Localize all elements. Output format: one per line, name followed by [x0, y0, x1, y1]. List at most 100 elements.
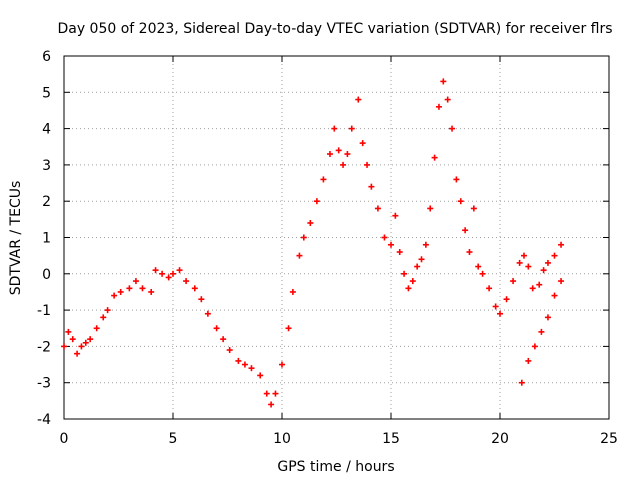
- data-point: [344, 151, 351, 158]
- data-point: [241, 361, 248, 368]
- data-point: [486, 285, 493, 292]
- data-point: [257, 372, 264, 379]
- data-point: [248, 365, 255, 372]
- data-point: [551, 252, 558, 259]
- y-axis-ticks: -4 -3 -2 -1 0 1 2 3 4 5 6: [37, 49, 609, 428]
- data-point: [503, 296, 510, 303]
- chart-title: Day 050 of 2023, Sidereal Day-to-day VTE…: [57, 21, 612, 37]
- data-point: [126, 285, 133, 292]
- y-tick-label: -1: [37, 303, 51, 319]
- data-point: [453, 176, 460, 183]
- x-axis-label: GPS time / hours: [277, 459, 394, 475]
- data-point: [538, 328, 545, 335]
- data-point: [176, 267, 183, 274]
- data-point: [183, 278, 190, 285]
- x-tick-label: 15: [382, 431, 400, 447]
- data-point: [409, 278, 416, 285]
- data-point: [148, 288, 155, 295]
- data-point: [268, 401, 275, 408]
- data-point: [364, 161, 371, 168]
- data-point: [61, 343, 67, 350]
- data-point: [335, 147, 342, 154]
- data-point: [440, 78, 447, 85]
- data-point: [457, 198, 464, 205]
- data-point: [82, 339, 89, 346]
- data-point: [558, 278, 565, 285]
- data-point: [449, 125, 456, 132]
- data-point: [392, 212, 399, 219]
- data-point: [544, 314, 551, 321]
- data-point: [368, 183, 375, 190]
- data-point: [516, 259, 523, 266]
- data-point: [525, 357, 532, 364]
- y-tick-label: 6: [42, 49, 51, 65]
- data-point: [78, 343, 85, 350]
- data-point: [414, 263, 421, 270]
- data-point: [475, 263, 482, 270]
- data-point: [518, 379, 525, 386]
- x-axis-ticks: 0 5 10 15 20 25: [60, 56, 618, 447]
- y-tick-label: 3: [42, 158, 51, 174]
- data-point: [462, 227, 469, 234]
- data-point: [381, 234, 388, 241]
- data-point: [326, 151, 333, 158]
- data-point: [93, 325, 100, 332]
- data-point: [191, 285, 198, 292]
- data-point: [220, 336, 227, 343]
- x-tick-label: 5: [169, 431, 178, 447]
- data-point: [444, 96, 451, 103]
- data-point: [422, 241, 429, 248]
- data-point: [307, 219, 314, 226]
- data-point: [388, 241, 394, 248]
- data-point: [279, 361, 285, 368]
- y-tick-label: -2: [37, 339, 51, 355]
- y-tick-label: 0: [42, 267, 51, 283]
- data-point: [285, 325, 292, 332]
- data-point: [111, 292, 118, 299]
- y-tick-label: -4: [37, 412, 51, 428]
- data-point: [359, 140, 366, 147]
- data-point: [104, 307, 111, 314]
- data-point: [69, 336, 76, 343]
- data-point: [313, 198, 320, 205]
- data-point: [204, 310, 211, 317]
- data-point: [132, 278, 139, 285]
- data-point: [531, 343, 538, 350]
- data-point: [544, 259, 551, 266]
- data-point: [396, 249, 403, 256]
- data-point: [100, 314, 107, 321]
- x-tick-label: 0: [60, 431, 69, 447]
- data-point: [551, 292, 558, 299]
- data-point: [540, 267, 547, 274]
- y-tick-label: 1: [42, 231, 51, 247]
- data-point: [427, 205, 434, 212]
- data-points: [61, 78, 565, 408]
- data-point: [558, 241, 565, 248]
- data-point: [466, 249, 473, 256]
- data-point: [418, 256, 425, 263]
- data-point: [198, 296, 205, 303]
- data-point: [405, 285, 412, 292]
- data-point: [139, 285, 146, 292]
- y-tick-label: 5: [42, 85, 51, 101]
- x-tick-label: 10: [273, 431, 291, 447]
- data-point: [74, 350, 81, 357]
- data-point: [497, 310, 503, 317]
- data-point: [340, 161, 347, 168]
- data-point: [165, 274, 172, 281]
- data-point: [289, 288, 296, 295]
- data-point: [348, 125, 355, 132]
- data-point: [374, 205, 381, 212]
- data-point: [296, 252, 303, 259]
- data-point: [525, 263, 532, 270]
- data-point: [520, 252, 527, 259]
- data-point: [536, 281, 543, 288]
- data-point: [492, 303, 499, 310]
- data-point: [529, 285, 536, 292]
- y-axis-label: SDTVAR / TECUs: [8, 181, 24, 296]
- data-point: [65, 328, 72, 335]
- y-tick-label: -3: [37, 376, 51, 392]
- data-point: [170, 270, 176, 277]
- data-point: [235, 357, 242, 364]
